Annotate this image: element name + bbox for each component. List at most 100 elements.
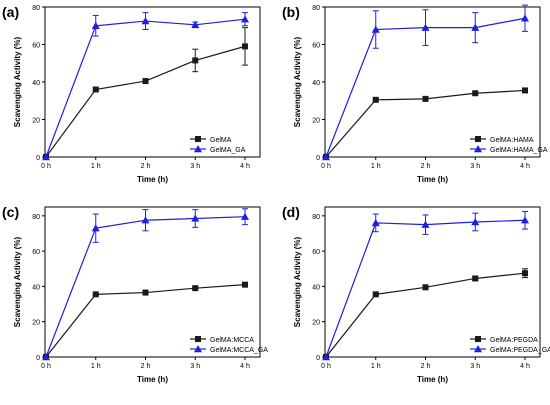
- data-point: [192, 57, 199, 64]
- x-tick-label: 2 h: [421, 363, 431, 370]
- legend-label: GelMA:HAMA_GA: [490, 147, 548, 154]
- data-point: [521, 216, 529, 224]
- x-tick-label: 1 h: [91, 363, 101, 370]
- legend-label: GelMA:HAMA: [490, 137, 534, 144]
- plot-frame: [324, 206, 541, 358]
- data-point: [472, 275, 479, 282]
- y-tick-label: 80: [32, 214, 40, 221]
- legend-label: GelMA_GA: [210, 147, 246, 154]
- data-point: [422, 284, 429, 291]
- chart-svg: (a) 0 20 40 60 80 0 h 1 h 2 h 3 h 4 h Time (h) Scave…: [2, 4, 261, 184]
- panel-b: (b) 0 20 40 60 80 0 h 1 h 2 h 3 h 4 h Time (h) Scave…: [280, 0, 550, 200]
- panel-d: (d) 0 20 40 60 80 0 h 1 h 2 h 3 h 4 h Time (h) Scave…: [280, 200, 550, 400]
- legend-label: GelMA:MCCA: [210, 337, 254, 344]
- x-tick-label: 0 h: [41, 363, 51, 370]
- data-point: [141, 216, 150, 224]
- panel-label: (c): [2, 204, 19, 220]
- y-tick-label: 0: [316, 155, 320, 162]
- x-tick-label: 2 h: [141, 363, 151, 370]
- data-point: [242, 281, 248, 288]
- panel-label: (d): [282, 204, 300, 220]
- y-tick-label: 60: [32, 43, 40, 50]
- x-tick-label: 2 h: [141, 163, 151, 170]
- x-tick-label: 2 h: [421, 163, 431, 170]
- data-point: [92, 291, 99, 298]
- y-axis-label: Scavenging Activity (%): [293, 236, 302, 327]
- chart-svg: (c) 0 20 40 60 80 0 h 1 h 2 h 3 h 4 h Time (h) Scave…: [2, 204, 268, 384]
- panel-label: (b): [282, 4, 300, 20]
- legend-label: GelMA:PEGDA: [490, 337, 538, 344]
- x-tick-label: 1 h: [371, 363, 381, 370]
- data-point: [521, 14, 529, 22]
- data-point: [242, 43, 248, 50]
- data-point: [322, 153, 330, 161]
- y-axis-label: Scavenging Activity (%): [13, 36, 22, 127]
- data-point: [522, 270, 528, 277]
- legend-marker: [475, 336, 481, 342]
- x-tick-label: 4 h: [520, 363, 530, 370]
- x-tick-label: 1 h: [91, 163, 101, 170]
- x-axis-label: Time (h): [417, 375, 448, 384]
- data-point: [91, 21, 100, 29]
- x-axis-label: Time (h): [137, 175, 168, 184]
- data-point: [472, 90, 479, 97]
- data-point: [191, 20, 200, 29]
- x-tick-label: 3 h: [470, 163, 480, 170]
- data-point: [471, 23, 480, 31]
- x-tick-label: 4 h: [520, 163, 530, 170]
- y-tick-label: 80: [312, 214, 320, 221]
- x-tick-label: 3 h: [190, 363, 200, 370]
- data-point: [421, 23, 430, 31]
- x-tick-label: 3 h: [470, 363, 480, 370]
- data-point: [241, 212, 249, 220]
- data-point: [421, 220, 430, 228]
- panel-label: (a): [2, 4, 19, 20]
- data-point: [192, 285, 199, 292]
- y-tick-label: 20: [312, 320, 320, 327]
- legend-marker: [194, 145, 202, 153]
- y-tick-label: 80: [32, 5, 40, 12]
- data-point: [42, 353, 50, 361]
- data-point: [422, 95, 429, 102]
- legend-marker: [195, 336, 201, 342]
- y-tick-label: 40: [32, 284, 40, 291]
- data-point: [371, 25, 380, 33]
- data-point: [522, 87, 528, 94]
- data-point: [91, 224, 100, 232]
- legend-marker: [194, 345, 202, 353]
- y-tick-label: 60: [312, 43, 320, 50]
- legend-marker: [474, 145, 482, 153]
- legend-label: GelMA: [210, 137, 232, 144]
- chart-svg: (b) 0 20 40 60 80 0 h 1 h 2 h 3 h 4 h Time (h) Scave…: [282, 4, 548, 184]
- legend-label: GelMA:PEGDA_GA: [490, 347, 550, 354]
- legend-label: GelMA:MCCA_GA: [210, 347, 268, 354]
- y-tick-label: 60: [312, 249, 320, 256]
- data-point: [471, 218, 480, 226]
- data-point: [42, 153, 50, 161]
- y-tick-label: 0: [36, 355, 40, 362]
- data-point: [142, 289, 149, 296]
- y-tick-label: 80: [312, 5, 320, 12]
- data-point: [322, 353, 330, 361]
- y-tick-label: 40: [312, 284, 320, 291]
- panel-a: (a) 0 20 40 60 80 0 h 1 h 2 h 3 h 4 h Time (h) Scave…: [0, 0, 270, 200]
- x-tick-label: 0 h: [41, 163, 51, 170]
- panel-c: (c) 0 20 40 60 80 0 h 1 h 2 h 3 h 4 h Time (h) Scave…: [0, 200, 270, 400]
- plot-frame: [44, 6, 261, 158]
- y-tick-label: 0: [36, 155, 40, 162]
- plot-frame: [44, 206, 261, 358]
- data-point: [371, 218, 380, 227]
- y-axis-label: Scavenging Activity (%): [13, 236, 22, 327]
- x-tick-label: 4 h: [240, 163, 250, 170]
- y-tick-label: 20: [32, 320, 40, 327]
- x-tick-label: 1 h: [371, 163, 381, 170]
- data-point: [372, 291, 379, 298]
- plot-frame: [324, 6, 541, 158]
- data-point: [241, 15, 249, 23]
- x-axis-label: Time (h): [137, 375, 168, 384]
- x-tick-label: 3 h: [190, 163, 200, 170]
- y-tick-label: 40: [312, 80, 320, 87]
- legend-marker: [475, 136, 481, 142]
- x-axis-label: Time (h): [417, 175, 448, 184]
